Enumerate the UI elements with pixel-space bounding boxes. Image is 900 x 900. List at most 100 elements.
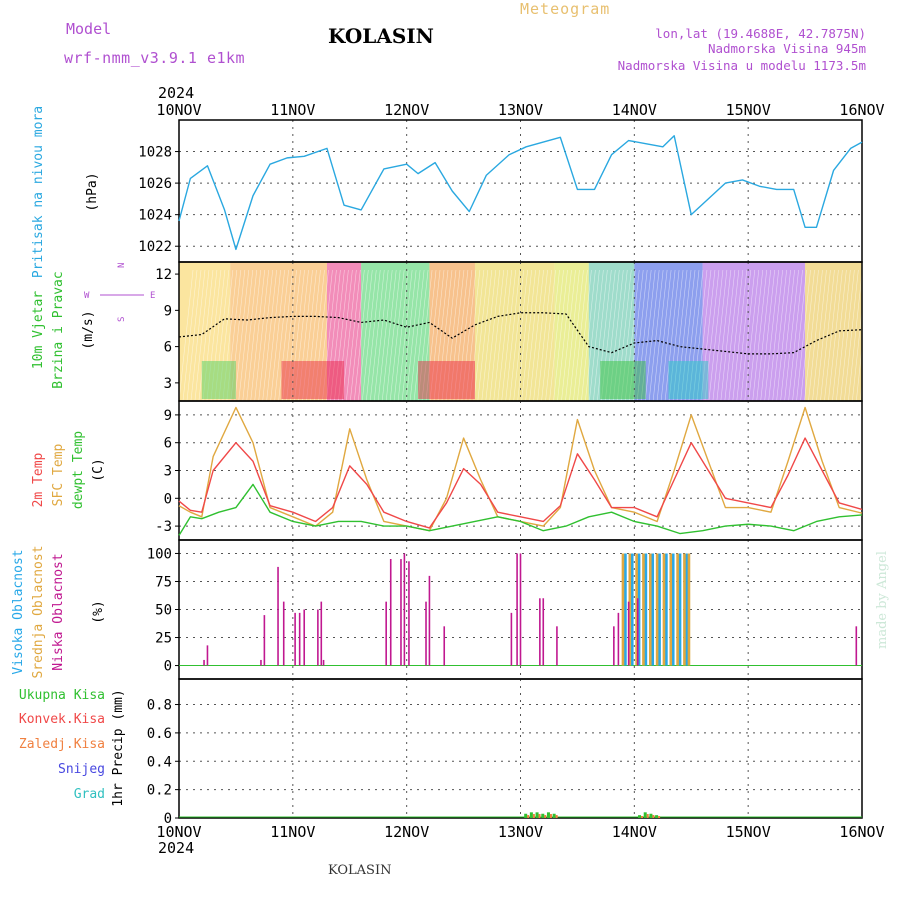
wind-barb [589,269,604,402]
precip-bar [529,812,533,818]
wind-barb [334,269,349,402]
year-top: 2024 [158,84,194,102]
wind-barb [330,269,345,402]
precip-bar [541,813,545,818]
wind-barb [477,269,493,402]
wind-barb [740,269,756,402]
cloud-ylabel-mid: Srednja Oblacnost [31,545,46,678]
model-name: wrf-nmm_v3.9.1 e1km [64,49,245,67]
x-tick-label-bottom: 15NOV [726,823,771,841]
wind-barb [612,269,628,402]
y-tick-label: 9 [164,408,172,424]
cloud-ylabel-low: Niska Oblacnost [51,553,66,670]
wind-barb [222,269,238,402]
wind-barb [449,269,465,402]
wind-barb [684,269,700,402]
wind-barb [628,269,644,402]
precip-bar [552,813,556,818]
x-tick-label-top: 10NOV [156,101,201,119]
wind-barb [748,269,764,402]
wind-barb [744,269,760,402]
wind-barb [377,269,393,402]
wind-barb [258,269,273,402]
wind-barb [840,269,855,402]
x-tick-label-bottom: 16NOV [839,823,884,841]
wind-barb [788,269,803,402]
wind-barb [437,269,453,402]
wind-barb [517,269,532,402]
wind-barb [688,269,704,402]
wind-barb [318,269,333,402]
precip-bar [546,812,550,818]
y-tick-label: 100 [147,546,172,562]
y-tick-label: 25 [155,631,172,647]
wind-barb [302,269,317,402]
wind-barb [501,269,517,402]
wind-barb [760,269,775,402]
wind-band [201,361,236,399]
wind-barb [808,269,823,402]
wind-barb [481,269,497,402]
wind-barb [856,269,871,402]
wind-barb [473,269,489,402]
wind-barb [780,269,795,402]
precip-bar [641,816,644,818]
wind-barb [672,269,688,402]
y-tick-label: 1026 [138,176,172,192]
y-tick-label: 1028 [138,145,172,161]
chart-marks: 1022 1024 1026 1028 3 6 9 12 -3 0 3 6 9 0 25 50 75 100 0 0.… [138,101,884,841]
wind-barb [632,269,648,402]
y-tick-label: 0 [164,491,172,507]
x-tick-label-top: 12NOV [384,101,429,119]
y-tick-label: 0.2 [147,783,172,799]
wind-barb [465,269,481,402]
wind-barb [186,269,202,402]
wind-band [179,262,231,401]
wind-barb [772,269,787,402]
wind-band [281,361,345,399]
wind-barb [286,269,301,402]
y-tick-label: 0 [164,659,172,675]
wind-barb [836,269,851,402]
wind-barb [493,269,509,402]
temp-ylabel-2m: 2m Temp [31,452,46,507]
wind-barb [545,269,560,402]
wind-barb [664,269,680,402]
wind-barb [421,269,437,402]
panel-frame [178,400,863,541]
wind-barb [226,269,242,402]
x-tick-label-bottom: 12NOV [384,823,429,841]
wind-barb [521,269,536,402]
x-tick-label-bottom: 14NOV [612,823,657,841]
wind-barb [848,269,863,402]
wind-barb [365,269,381,402]
wind-barb [608,269,624,402]
x-tick-label-top: 14NOV [612,101,657,119]
wind-barb [601,269,616,402]
model-elevation-text: Nadmorska Visina u modelu 1173.5m [618,58,866,73]
wind-barb [513,269,528,402]
wind-barb [361,269,377,402]
compass-s: S [117,317,127,322]
wind-barb [306,269,321,402]
wind-barb [218,269,234,402]
wind-unit: (m/s) [81,310,96,349]
wind-barb [561,269,576,402]
y-tick-label: -3 [155,519,172,535]
legend-frz: Zaledj.Kisa [19,737,105,752]
wind-barb [616,269,632,402]
wind-barb [581,269,596,402]
wind-barb [796,269,811,402]
y-tick-label: 6 [164,340,172,356]
cloud-ylabel-high: Visoka Oblacnost [11,549,26,674]
pressure-unit: (hPa) [85,172,100,211]
wind-barb [708,269,724,402]
compass-rose: N E S W [84,263,155,322]
wind-barb [230,269,246,402]
wind-barb [369,269,385,402]
wind-barb [704,269,720,402]
wind-barb [716,269,732,402]
y-tick-label: 9 [164,303,172,319]
cloud-ylabels: Visoka Oblacnost Srednja Oblacnost Niska… [11,545,106,678]
wind-barb [282,269,297,402]
